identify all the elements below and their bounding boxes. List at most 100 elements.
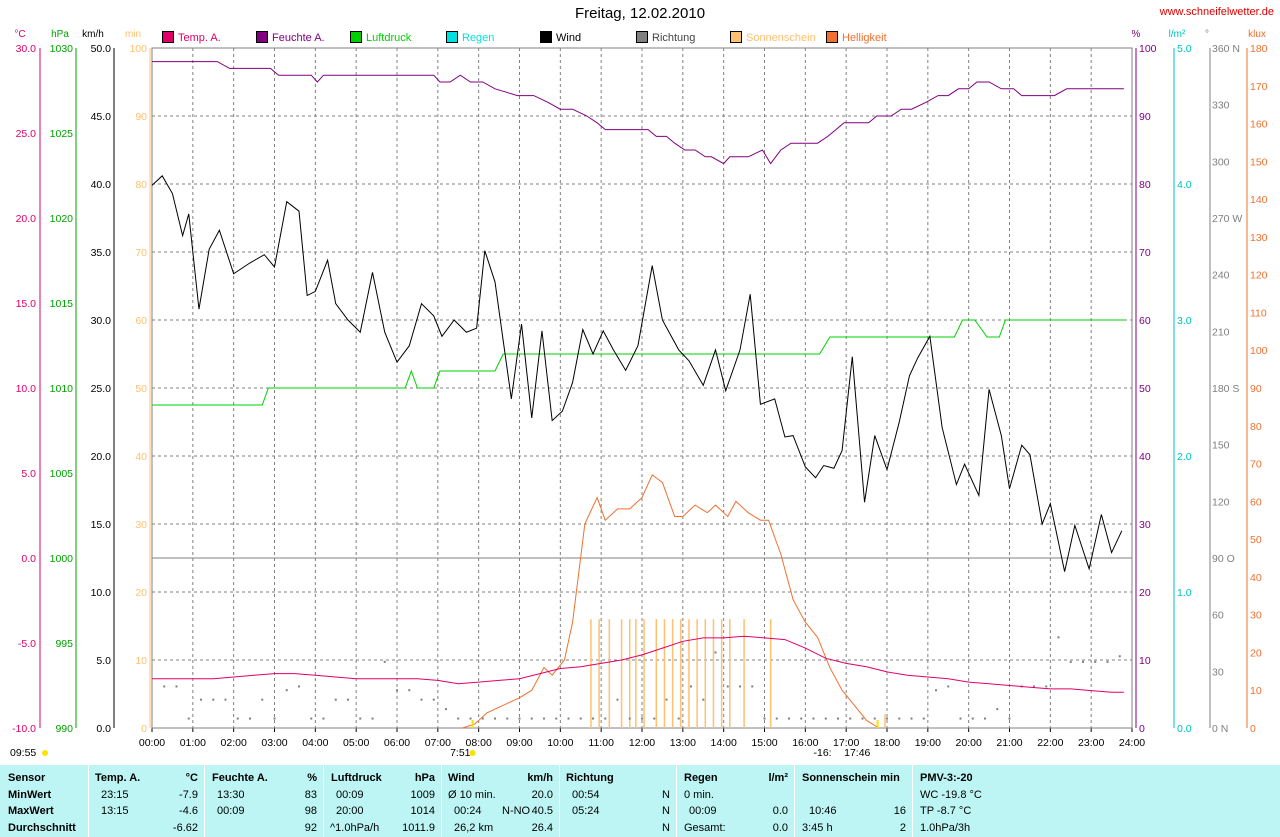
direction-point — [420, 698, 423, 701]
rain-unit: l/m² — [768, 772, 788, 784]
direction-point — [849, 717, 852, 720]
sun-tick: 50 — [135, 383, 147, 395]
klux-tick: 70 — [1250, 459, 1262, 471]
x-tick: 14:00 — [711, 737, 737, 749]
direction-point — [861, 717, 864, 720]
temp-unit: °C — [185, 772, 198, 784]
direction-point — [604, 717, 607, 720]
sensor-label: Sensor — [8, 772, 46, 784]
wind-tick: 35.0 — [91, 247, 112, 259]
wind-min-value: 20.0 — [531, 789, 553, 801]
stats-humidity: Feuchte A. % 13:30 83 00:09 98 92 — [205, 765, 323, 837]
x-tick: 10:00 — [547, 737, 573, 749]
stats-divider — [794, 765, 795, 837]
humidity-tick: 70 — [1139, 247, 1151, 259]
x-tick: 09:00 — [506, 737, 532, 749]
direction-point — [383, 660, 386, 663]
hum-max-time: 00:09 — [217, 805, 245, 817]
stats-labels: Sensor MinWert MaxWert Durchschnitt — [0, 765, 88, 837]
series-line-feuchte-a — [152, 61, 1124, 165]
direction-point — [285, 689, 288, 692]
pressure-tick: 1010 — [50, 383, 74, 395]
wind-distance: 26,2 km — [454, 822, 494, 834]
direction-point — [837, 717, 839, 720]
direction-tick: 60 — [1212, 610, 1224, 622]
klux-tick: 180 — [1250, 43, 1268, 55]
x-tick: 06:00 — [384, 737, 410, 749]
x-tick: 05:00 — [343, 737, 369, 749]
rain-tick: 4.0 — [1177, 179, 1192, 191]
klux-tick: 150 — [1250, 156, 1268, 168]
site-url[interactable]: www.schneifelwetter.de — [1159, 6, 1274, 18]
stats-temp: Temp. A. °C 23:15 -7.9 13:15 -4.6 -6.62 — [89, 765, 204, 837]
pmv-trend: 1.0hPa/3h — [920, 822, 971, 834]
axis-unit-klux: klux — [1248, 29, 1266, 40]
legend-swatch — [256, 31, 268, 43]
direction-point — [1106, 660, 1109, 663]
series-line-temp-a — [152, 635, 1124, 693]
direction-point — [800, 717, 803, 720]
wind-tick: 45.0 — [91, 111, 112, 123]
hum-min-value: 83 — [304, 789, 317, 801]
press-min-time: 00:09 — [336, 789, 364, 801]
pressure-tick: 1005 — [50, 468, 74, 480]
wind-max-dir: N-NO — [502, 805, 531, 817]
direction-point — [971, 717, 974, 720]
direction-point — [163, 685, 166, 688]
direction-point — [310, 717, 313, 720]
direction-point — [261, 698, 264, 701]
sunset-label: 17:46 — [844, 747, 870, 759]
wind-min-label: Ø 10 min. — [448, 789, 496, 801]
dir-header: Richtung — [566, 772, 614, 784]
sunrise-icon — [469, 750, 476, 756]
klux-tick: 90 — [1250, 383, 1262, 395]
legend-item: Sonnenschein — [730, 31, 816, 44]
direction-point — [396, 689, 398, 692]
dir-max-time: 05:24 — [572, 805, 600, 817]
hum-header: Feuchte A. — [212, 772, 268, 784]
x-tick: 13:00 — [670, 737, 696, 749]
x-tick: 21:00 — [996, 737, 1022, 749]
humidity-tick: 90 — [1139, 111, 1151, 123]
klux-tick: 0 — [1250, 723, 1256, 735]
legend-item: Luftdruck — [350, 31, 411, 44]
direction-point — [628, 717, 631, 720]
direction-point — [555, 717, 558, 720]
wind-tick: 5.0 — [96, 655, 111, 667]
x-tick: 15:00 — [751, 737, 777, 749]
stats-divider — [676, 765, 677, 837]
direction-point — [641, 717, 643, 720]
direction-point — [469, 717, 472, 720]
dir-avg: N — [662, 822, 670, 834]
dir-min-value: N — [662, 789, 670, 801]
direction-point — [408, 689, 411, 692]
direction-point — [494, 717, 496, 720]
stats-pmv: PMV-3:-20 WC -19.8 °C TP -8.7 °C 1.0hPa/… — [913, 765, 1053, 837]
direction-point — [763, 717, 766, 720]
sun-tick: 90 — [135, 111, 147, 123]
x-tick: 02:00 — [221, 737, 247, 749]
pmv-header: PMV-3:-20 — [920, 772, 973, 784]
klux-tick: 80 — [1250, 421, 1262, 433]
axis-unit-sun_min: min — [125, 29, 141, 40]
direction-point — [518, 717, 521, 720]
direction-tick: 330 — [1212, 100, 1230, 112]
direction-point — [824, 717, 827, 720]
axis-unit-rain: l/m² — [1169, 29, 1186, 40]
rain-max-time: 00:09 — [689, 805, 717, 817]
rain-header: Regen — [684, 772, 718, 784]
humidity-tick: 20 — [1139, 587, 1151, 599]
axis-unit-wind: km/h — [82, 29, 104, 40]
direction-point — [579, 717, 582, 720]
humidity-tick: 40 — [1139, 451, 1151, 463]
legend-label: Luftdruck — [366, 32, 412, 44]
temp-tick: 15.0 — [16, 298, 37, 310]
direction-point — [788, 717, 790, 720]
stats-divider — [204, 765, 205, 837]
humidity-tick: 50 — [1139, 383, 1151, 395]
temp-tick: 20.0 — [16, 213, 37, 225]
legend-item: Wind — [540, 31, 581, 44]
press-max-value: 1014 — [410, 805, 435, 817]
direction-point — [984, 717, 986, 720]
direction-point — [187, 717, 190, 720]
